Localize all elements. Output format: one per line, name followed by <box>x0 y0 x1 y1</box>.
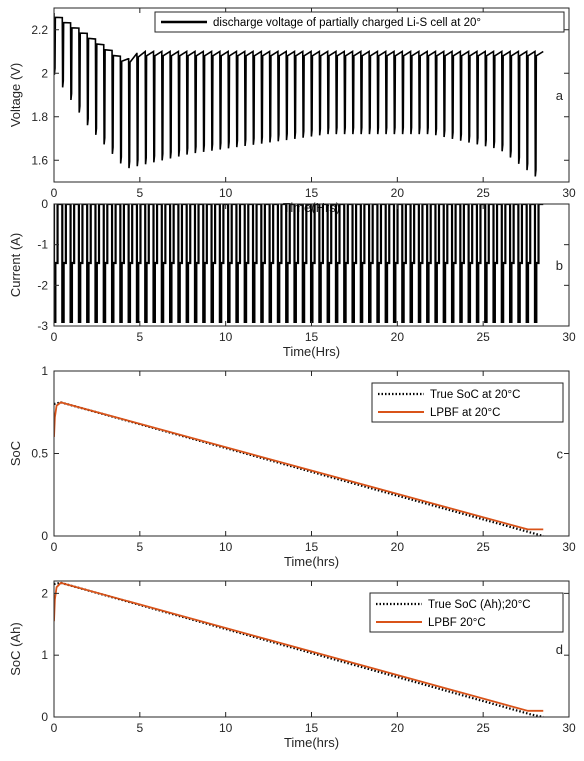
x-tick-label: 10 <box>219 330 233 344</box>
x-tick-label: 20 <box>391 540 405 554</box>
y-axis-label: SoC (Ah) <box>8 622 23 675</box>
x-tick-label: 20 <box>391 186 405 200</box>
x-tick-label: 20 <box>391 330 405 344</box>
panel-letter: a <box>556 88 564 103</box>
plot-area <box>54 204 544 324</box>
x-tick-label: 25 <box>476 540 490 554</box>
x-tick-label: 30 <box>562 330 576 344</box>
x-tick-label: 10 <box>219 721 233 735</box>
y-tick-label: -1 <box>37 238 48 252</box>
x-tick-label: 10 <box>219 540 233 554</box>
chart-panel-b: 0 5 10 15 20 25 30 -3 -2 -1 0 Time(Hrs) Current (A) b <box>8 197 576 359</box>
x-tick-label: 15 <box>305 721 319 735</box>
plot-area <box>54 12 544 177</box>
x-tick-label: 25 <box>476 186 490 200</box>
y-axis-label: Current (A) <box>8 233 23 297</box>
series-line-lpbf <box>54 581 544 712</box>
x-axis-label: Time(Hrs) <box>283 344 340 359</box>
x-tick-label: 15 <box>305 540 319 554</box>
series-line-current <box>54 204 544 324</box>
y-tick-label: 0 <box>41 710 48 724</box>
x-tick-label: 0 <box>51 721 58 735</box>
plot-area <box>54 401 544 536</box>
x-tick-label: 0 <box>51 540 58 554</box>
x-tick-label: 5 <box>136 540 143 554</box>
series-line-true-soc <box>54 581 544 717</box>
x-tick-label: 0 <box>51 186 58 200</box>
y-axis-label: SoC <box>8 441 23 466</box>
legend-label: LPBF 20°C <box>428 617 486 629</box>
x-tick-label: 25 <box>476 330 490 344</box>
x-tick-label: 15 <box>305 186 319 200</box>
legend: True SoC (Ah);20°C LPBF 20°C <box>369 592 564 633</box>
panel-letter: b <box>556 258 563 273</box>
x-tick-label: 5 <box>136 330 143 344</box>
legend: discharge voltage of partially charged L… <box>154 11 565 33</box>
y-tick-label: 0 <box>41 197 48 211</box>
legend-label: True SoC at 20°C <box>430 389 520 401</box>
y-axis-label: Voltage (V) <box>8 63 23 127</box>
series-line-voltage <box>54 12 544 177</box>
y-tick-label: 0.5 <box>31 447 48 461</box>
legend-box <box>154 11 565 33</box>
y-tick-label: 2 <box>41 586 48 600</box>
x-axis-label: Time(hrs) <box>284 735 339 750</box>
x-tick-label: 30 <box>562 540 576 554</box>
plot-area <box>54 581 544 717</box>
y-tick-label: 1.6 <box>31 153 48 167</box>
x-tick-label: 25 <box>476 721 490 735</box>
x-tick-label: 10 <box>219 186 233 200</box>
y-tick-label: 0 <box>41 529 48 543</box>
legend-label: True SoC (Ah);20°C <box>428 599 531 611</box>
panel-letter: c <box>557 447 564 462</box>
chart-panel-d: 0 5 10 15 20 25 30 0 1 2 Time(hrs) SoC (Ah) d True So… <box>8 580 576 750</box>
panel-letter: d <box>556 642 563 657</box>
y-tick-label: 2 <box>41 66 48 80</box>
x-axis-label: Time(hrs) <box>284 554 339 569</box>
series-line-true-soc <box>54 401 544 536</box>
x-tick-label: 5 <box>136 186 143 200</box>
x-tick-label: 30 <box>562 721 576 735</box>
y-tick-label: 2.2 <box>31 23 48 37</box>
x-tick-label: 0 <box>51 330 58 344</box>
y-tick-label: 1 <box>41 364 48 378</box>
y-tick-label: -2 <box>37 278 48 292</box>
y-tick-label: -3 <box>37 319 48 333</box>
y-tick-label: 1.8 <box>31 110 48 124</box>
x-tick-label: 15 <box>305 330 319 344</box>
series-line-lpbf <box>54 401 544 531</box>
x-tick-label: 30 <box>562 186 576 200</box>
legend-label: discharge voltage of partially charged L… <box>213 17 481 29</box>
y-tick-label: 1 <box>41 648 48 662</box>
legend-label: LPBF at 20°C <box>430 407 500 419</box>
legend-box <box>371 382 564 423</box>
legend-box <box>369 592 564 633</box>
x-tick-label: 20 <box>391 721 405 735</box>
legend: True SoC at 20°C LPBF at 20°C <box>371 382 564 423</box>
x-tick-label: 5 <box>136 721 143 735</box>
chart-panel-c: 0 5 10 15 20 25 30 0 0.5 1 Time(hrs) SoC c True SoC a… <box>8 364 576 569</box>
